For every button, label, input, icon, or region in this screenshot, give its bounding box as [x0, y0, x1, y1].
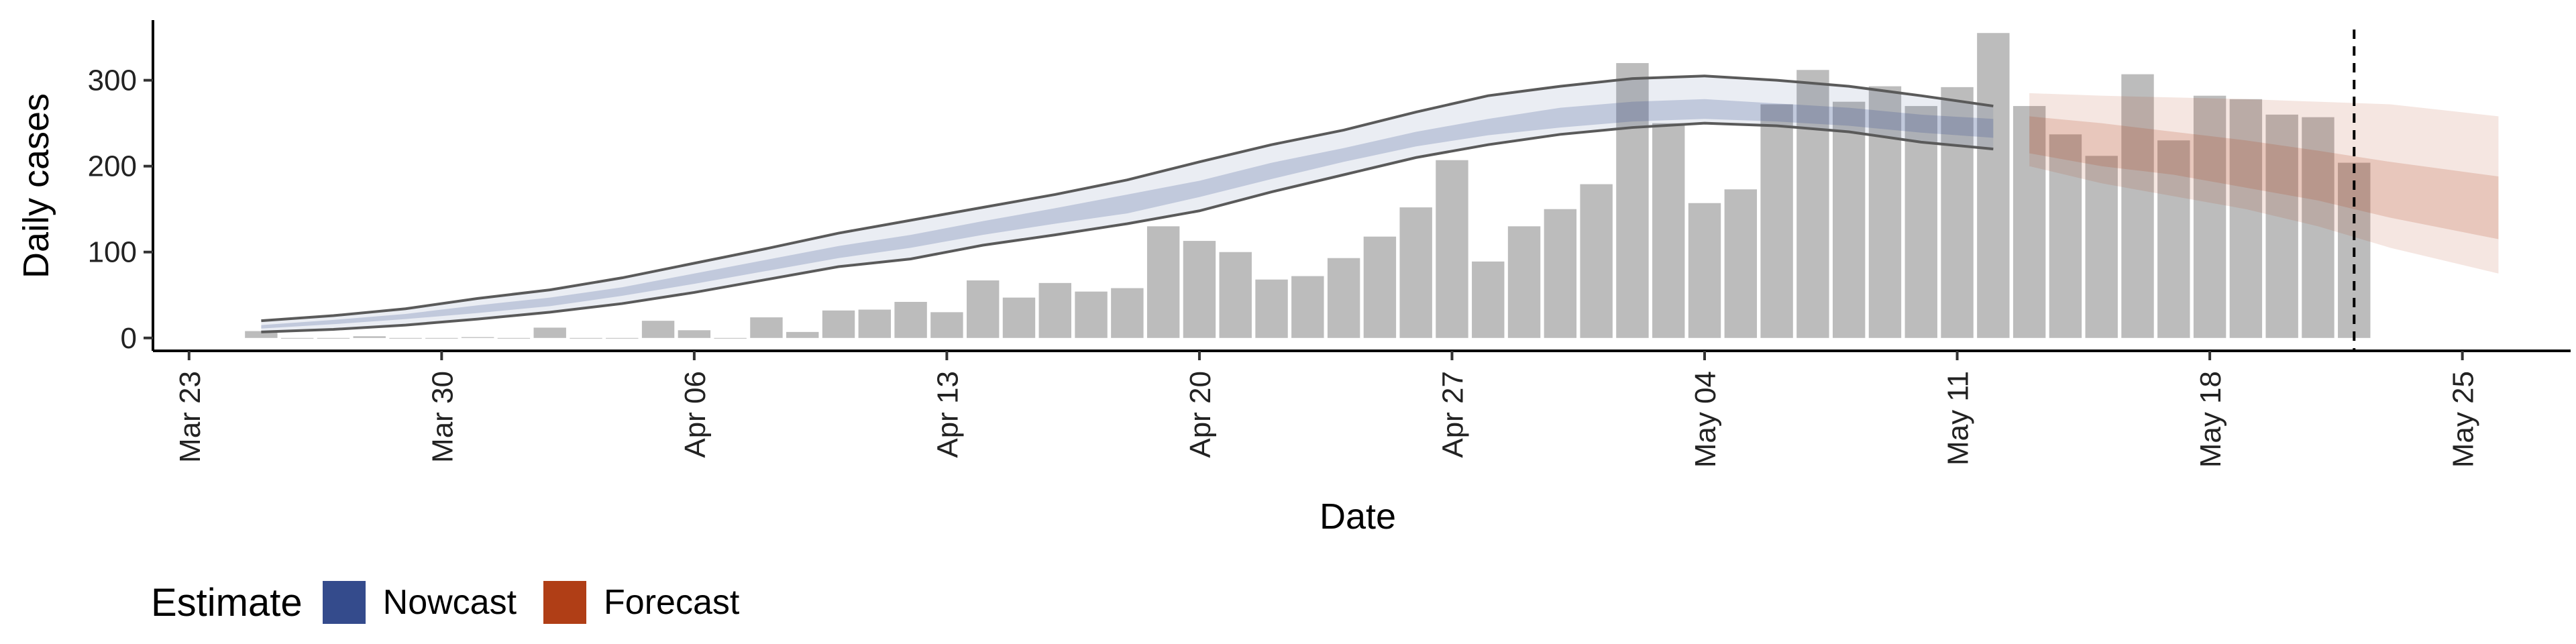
- bar: [1075, 291, 1108, 338]
- y-tick-label: 200: [88, 150, 137, 183]
- x-tick-label: May 11: [1942, 371, 1975, 466]
- legend-label-nowcast: Nowcast: [382, 583, 517, 622]
- bar: [1255, 279, 1288, 338]
- bar: [1038, 282, 1071, 338]
- bar: [1652, 123, 1685, 338]
- bar: [641, 321, 675, 338]
- bar: [966, 280, 1000, 338]
- bar: [1904, 106, 1937, 338]
- bar: [2121, 74, 2154, 338]
- y-tick-label: 300: [88, 64, 137, 97]
- bar: [1219, 252, 1252, 338]
- bar: [570, 337, 602, 339]
- x-tick-label: May 04: [1689, 371, 1722, 468]
- bar: [1832, 101, 1866, 338]
- bar: [750, 317, 783, 338]
- bar: [245, 331, 278, 338]
- legend-key-nowcast: [322, 581, 366, 624]
- bar: [1291, 276, 1324, 338]
- bar: [1580, 184, 1613, 338]
- x-axis-title: Date: [1320, 496, 1396, 537]
- bar: [1002, 297, 1036, 338]
- x-tick-label: May 18: [2194, 371, 2227, 468]
- bar: [2193, 95, 2226, 338]
- bar: [714, 337, 747, 339]
- bar: [1868, 86, 1902, 338]
- ribbon-layer: [261, 74, 2499, 333]
- y-tick-label: 0: [121, 322, 137, 355]
- bar: [1327, 258, 1360, 338]
- bar: [2157, 140, 2190, 338]
- bar: [425, 337, 458, 339]
- bar: [678, 330, 711, 338]
- forecast-90-band: [2029, 93, 2499, 274]
- y-axis-title: Daily cases: [16, 93, 56, 278]
- bar: [461, 337, 494, 338]
- bar: [1146, 226, 1180, 338]
- x-tick-label: Apr 20: [1184, 371, 1217, 458]
- bar: [2229, 99, 2263, 338]
- legend-label-forecast: Forecast: [604, 583, 740, 622]
- bar: [930, 312, 963, 338]
- bar: [2085, 156, 2118, 338]
- nowcast-upper-line: [261, 74, 1994, 323]
- bar: [1544, 209, 1577, 338]
- x-tick-label: Apr 27: [1436, 371, 1469, 458]
- bar: [389, 337, 422, 339]
- bar: [1796, 70, 1829, 338]
- axes-layer: 0 100 200 300 Mar 23 Mar 30 Apr 06 Apr 13 Apr 20…: [88, 20, 2571, 468]
- bar: [353, 336, 386, 338]
- x-tick-label: May 25: [2447, 371, 2480, 468]
- bar: [280, 337, 314, 339]
- bar: [786, 331, 819, 338]
- bar: [2265, 114, 2298, 338]
- x-tick-label: Mar 30: [426, 371, 459, 463]
- bar: [317, 337, 350, 339]
- bar: [1977, 33, 2010, 338]
- bar-layer: [245, 33, 2371, 339]
- legend-key-forecast: [543, 581, 587, 624]
- bar: [606, 337, 639, 339]
- bar: [1760, 104, 1793, 338]
- legend-title: Estimate: [151, 580, 303, 625]
- x-tick-label: Apr 06: [679, 371, 712, 458]
- x-tick-label: Mar 23: [174, 371, 207, 463]
- bar: [1111, 288, 1144, 338]
- bar: [1941, 87, 1974, 338]
- y-tick-label: 100: [88, 236, 137, 269]
- bar: [2049, 134, 2082, 338]
- bar: [822, 310, 855, 338]
- bar: [1507, 226, 1541, 338]
- bar: [1472, 261, 1505, 338]
- bar: [533, 327, 566, 338]
- nowcast-lower-line: [261, 121, 1994, 333]
- bar: [1688, 203, 1721, 338]
- forecast-50-band: [2029, 116, 2499, 239]
- bar: [1363, 236, 1397, 338]
- bar: [858, 309, 892, 338]
- bar: [1399, 207, 1432, 338]
- bar: [2012, 106, 2046, 338]
- bar: [497, 337, 531, 339]
- bar: [894, 302, 927, 338]
- legend: Estimate Nowcast Forecast: [151, 576, 766, 629]
- bar: [1436, 160, 1468, 338]
- bar: [1616, 63, 1649, 338]
- bar: [2302, 117, 2334, 338]
- x-tick-label: Apr 13: [931, 371, 964, 458]
- nowcast-90-band: [261, 76, 1994, 332]
- bar: [1183, 241, 1216, 338]
- bar: [1724, 189, 1758, 338]
- nowcast-50-band: [261, 99, 1994, 329]
